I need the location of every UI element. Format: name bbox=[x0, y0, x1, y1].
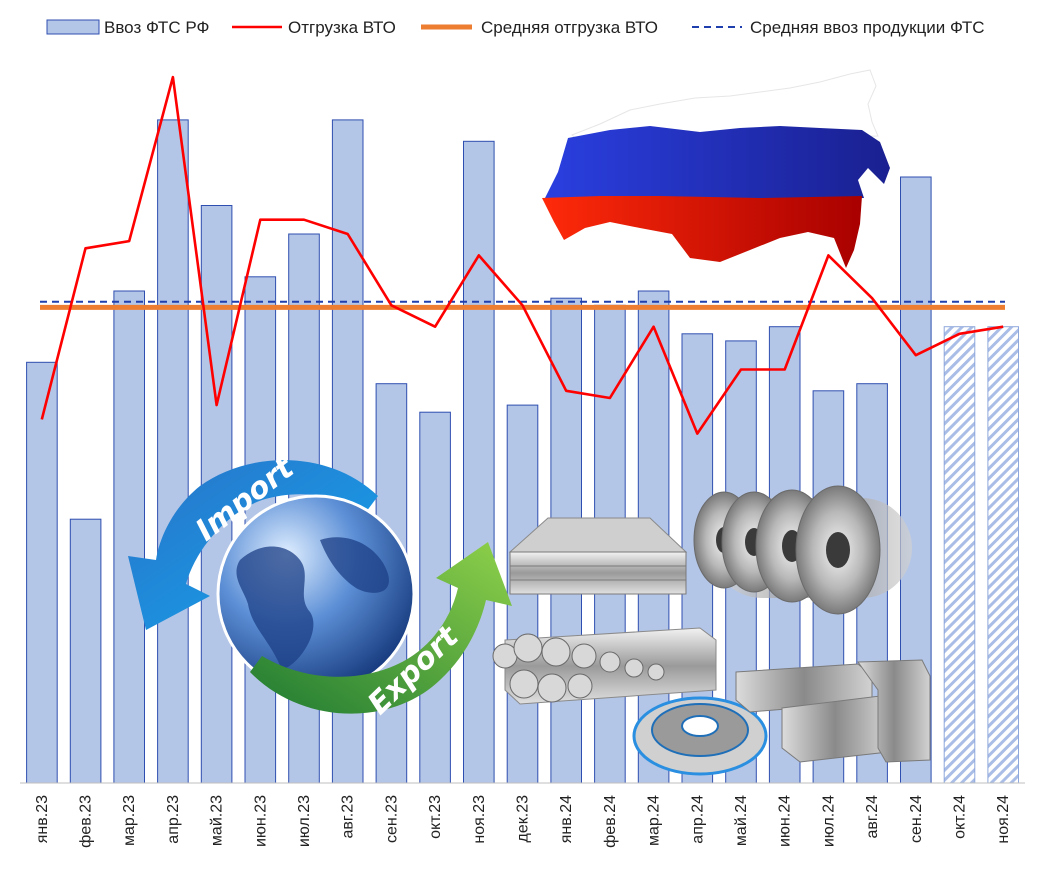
legend-label-line: Отгрузка ВТО bbox=[288, 18, 396, 37]
bar-ноя.23 bbox=[463, 140, 495, 784]
x-tick-label: июн.24 bbox=[777, 795, 794, 847]
x-tick-label: мар.24 bbox=[646, 795, 663, 846]
x-tick-label: апр.24 bbox=[689, 795, 706, 844]
bar-окт.24 bbox=[943, 326, 976, 784]
steel-coils-icon bbox=[693, 485, 912, 615]
x-tick-label: ноя.24 bbox=[995, 795, 1012, 844]
bar-фев.23 bbox=[69, 518, 102, 784]
x-tick-label: янв.24 bbox=[558, 795, 575, 843]
steel-products-illustration bbox=[492, 485, 931, 776]
x-tick-label: окт.23 bbox=[427, 795, 444, 839]
x-tick-label: сен.23 bbox=[383, 795, 400, 843]
globe-import-export-illustration: Import Export bbox=[128, 450, 512, 722]
bar-апр.23 bbox=[157, 119, 189, 784]
export-arrow-icon bbox=[250, 542, 512, 714]
import-arrow-icon bbox=[128, 460, 378, 630]
russia-map-blue bbox=[544, 126, 890, 200]
steel-rods-icon bbox=[492, 627, 717, 705]
x-tick-label: май.23 bbox=[209, 795, 226, 846]
x-tick-label: сен.24 bbox=[908, 795, 925, 843]
x-tick-label: фев.24 bbox=[602, 795, 619, 848]
x-tick-label: июл.24 bbox=[820, 795, 837, 847]
legend-label-avg-shipment: Средняя отгрузка ВТО bbox=[481, 18, 658, 37]
bar-ноя.24 bbox=[987, 326, 1020, 784]
shipment-line bbox=[40, 75, 1004, 435]
globe-continents bbox=[236, 537, 389, 670]
x-tick-label: мар.23 bbox=[121, 795, 138, 846]
bar-мар.23 bbox=[113, 290, 146, 784]
legend-label-avg-import: Средняя ввоз продукции ФТС bbox=[750, 18, 985, 37]
x-tick-label: авг.23 bbox=[340, 795, 357, 839]
legend-swatch-bar bbox=[46, 19, 100, 35]
x-tick-label: ноя.23 bbox=[471, 795, 488, 844]
bar-янв.23 bbox=[26, 361, 58, 784]
x-axis-labels: янв.23 фев.23 мар.23 апр.23 май.23 июн.23 июл.… bbox=[34, 795, 1012, 848]
x-tick-label: май.24 bbox=[733, 795, 750, 846]
x-tick-label: янв.23 bbox=[34, 795, 51, 843]
x-tick-label: авг.24 bbox=[864, 795, 881, 839]
x-tick-label: окт.24 bbox=[952, 795, 969, 839]
steel-sheets-icon bbox=[508, 517, 688, 595]
russia-map-illustration bbox=[542, 69, 890, 268]
x-tick-label: дек.23 bbox=[515, 795, 532, 843]
steel-bars-icon bbox=[735, 659, 931, 763]
bar-окт.23 bbox=[419, 411, 451, 784]
legend: Ввоз ФТС РФ Отгрузка ВТО Средняя отгрузк… bbox=[46, 18, 985, 37]
russia-map-red bbox=[542, 196, 862, 268]
x-tick-label: апр.23 bbox=[165, 795, 182, 844]
legend-label-bar: Ввоз ФТС РФ bbox=[104, 18, 209, 37]
x-tick-label: июл.23 bbox=[296, 795, 313, 847]
x-tick-label: фев.23 bbox=[78, 795, 95, 848]
x-tick-label: июн.23 bbox=[252, 795, 269, 847]
wire-spool-icon bbox=[632, 696, 768, 776]
